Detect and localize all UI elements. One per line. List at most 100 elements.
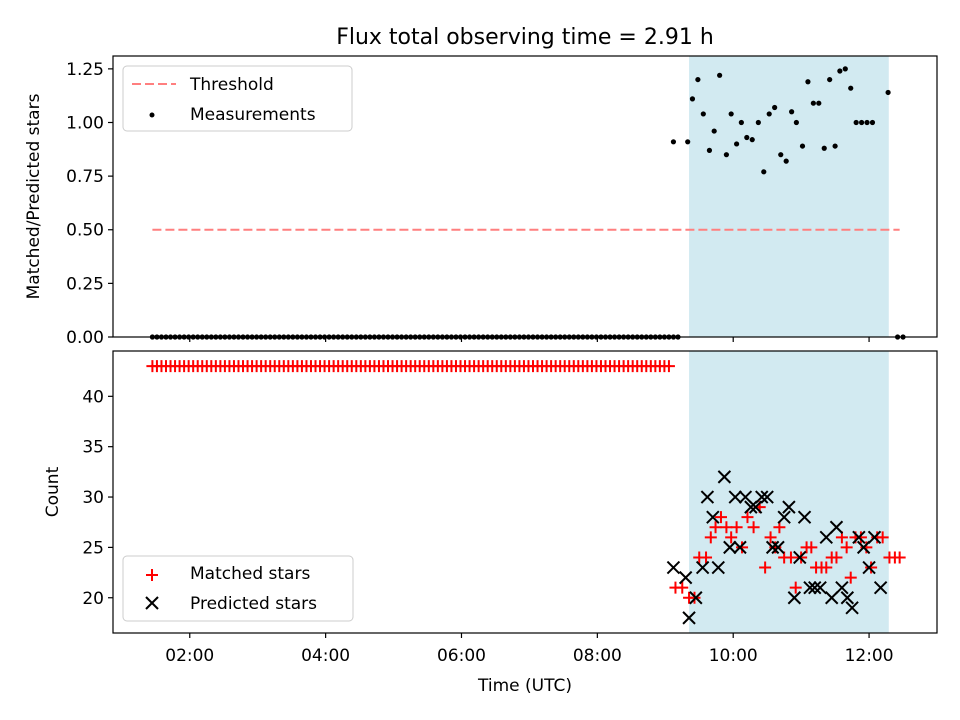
- legend-predicted-label: Predicted stars: [190, 594, 317, 614]
- count-y-axis-label: Count: [43, 466, 63, 517]
- predicted-star-marker: [755, 490, 769, 504]
- count-y-tick-label: 25: [82, 538, 104, 558]
- observing-window-shade-lower: [689, 351, 889, 633]
- ratio-x-ticks: [189, 337, 870, 342]
- measurement-point: [799, 143, 806, 149]
- legend-predicted-swatch: [145, 596, 159, 610]
- counts-legend-box: [122, 555, 354, 622]
- predicted-star-marker: [666, 560, 681, 575]
- predicted-star-marker: [700, 490, 715, 504]
- measurement-point: [864, 119, 870, 126]
- measurement-point: [832, 143, 838, 149]
- matched-star-marker: [741, 511, 754, 524]
- matched-star-marker: [764, 531, 777, 544]
- ratio-y-tick-label: 0.25: [66, 274, 104, 294]
- predicted-star-marker: [711, 560, 725, 575]
- measurement-point: [869, 119, 876, 126]
- measurement-point: [805, 79, 811, 85]
- predicted-star-marker: [695, 560, 710, 575]
- matched-star-marker: [805, 541, 818, 554]
- chart-title: Flux total observing time = 2.91 h: [336, 25, 714, 50]
- predicted-star-marker: [840, 591, 855, 605]
- predicted-star-marker: [760, 490, 774, 504]
- measurement-point: [738, 119, 744, 126]
- matched-star-marker: [730, 521, 743, 534]
- time-x-tick-label: 08:00: [573, 646, 622, 666]
- measurement-point: [744, 134, 750, 141]
- predicted-star-marker: [723, 540, 737, 555]
- measurement-point: [816, 100, 822, 106]
- ratio-y-axis: 0.00 0.25 0.50 0.75 1.00 1.25: [66, 60, 113, 348]
- time-x-tick-label: 06:00: [437, 646, 486, 666]
- measurement-point: [689, 96, 696, 102]
- matched-star-marker: [784, 551, 797, 564]
- ratio-y-axis-label: Matched/Predicted stars: [24, 93, 44, 299]
- matched-star-marker: [820, 561, 833, 574]
- measurement-point: [853, 119, 859, 126]
- measurement-point: [821, 145, 827, 151]
- predicted-star-marker: [793, 550, 807, 565]
- measurement-point: [711, 128, 717, 134]
- measurement-point: [837, 68, 843, 74]
- measurement-point: [772, 104, 778, 111]
- matched-star-marker: [830, 551, 843, 564]
- predicted-star-marker: [813, 580, 827, 595]
- measurement-point: [717, 72, 723, 78]
- measurement-point: [789, 109, 795, 115]
- ratio-legend: Threshold Measurements: [122, 65, 353, 132]
- predicted-star-marker: [728, 490, 742, 504]
- predicted-stars-points: [666, 470, 888, 625]
- matched-star-marker: [714, 511, 727, 524]
- matched-star-marker: [720, 521, 733, 534]
- predicted-star-marker: [733, 540, 747, 555]
- predicted-star-marker: [678, 570, 693, 585]
- ratio-y-tick-label: 0.75: [66, 167, 104, 187]
- predicted-star-marker: [744, 500, 758, 514]
- legend-threshold-label: Threshold: [189, 75, 274, 95]
- predicted-star-marker: [867, 530, 882, 545]
- measurement-point: [723, 152, 730, 158]
- measurement-point: [761, 169, 767, 175]
- predicted-star-marker: [777, 510, 791, 524]
- count-y-tick-label: 40: [82, 387, 104, 407]
- matched-star-marker: [876, 531, 889, 544]
- count-y-tick-label: 35: [82, 438, 104, 458]
- measurement-point: [670, 139, 677, 145]
- predicted-star-marker: [856, 540, 871, 555]
- measurement-point: [827, 76, 833, 83]
- ratio-legend-box: [122, 65, 353, 132]
- measurement-point: [749, 137, 755, 143]
- time-x-tick-label: 04:00: [301, 646, 350, 666]
- observing-window-shade: [689, 56, 889, 337]
- predicted-star-marker: [852, 530, 866, 545]
- measurement-point: [700, 111, 706, 117]
- count-y-tick-label: 30: [82, 488, 104, 508]
- measurement-point: [885, 89, 891, 96]
- predicted-star-marker: [787, 591, 802, 605]
- measurement-point: [766, 111, 772, 117]
- predicted-star-marker: [689, 591, 703, 605]
- ratio-y-tick-label: 1.00: [66, 113, 104, 133]
- predicted-star-marker: [782, 500, 796, 514]
- counts-panel: 20 25 30 35 40 02:00 04:00 06:00 08:00 10:00 12:0…: [43, 350, 938, 696]
- measurement-point: [685, 139, 691, 145]
- matched-star-marker: [844, 571, 857, 584]
- ratio-y-tick-label: 1.25: [66, 60, 104, 80]
- matched-star-marker: [789, 581, 802, 594]
- matched-star-marker: [700, 551, 713, 564]
- matched-star-marker: [725, 531, 738, 544]
- matched-star-marker: [747, 521, 760, 534]
- count-y-axis: 20 25 30 35 40: [82, 387, 113, 609]
- matched-stars-points: [146, 360, 906, 604]
- matched-star-marker: [893, 551, 906, 564]
- matched-star-marker: [709, 521, 722, 534]
- ratio-y-tick-label: 0.00: [66, 328, 104, 348]
- predicted-star-marker: [706, 510, 720, 524]
- matched-star-marker: [676, 581, 689, 594]
- predicted-star-marker: [748, 500, 763, 514]
- predicted-star-marker: [803, 580, 817, 595]
- measurement-point: [848, 85, 854, 91]
- counts-panel-frame: [112, 350, 938, 634]
- ratio-panel-frame: [112, 55, 938, 338]
